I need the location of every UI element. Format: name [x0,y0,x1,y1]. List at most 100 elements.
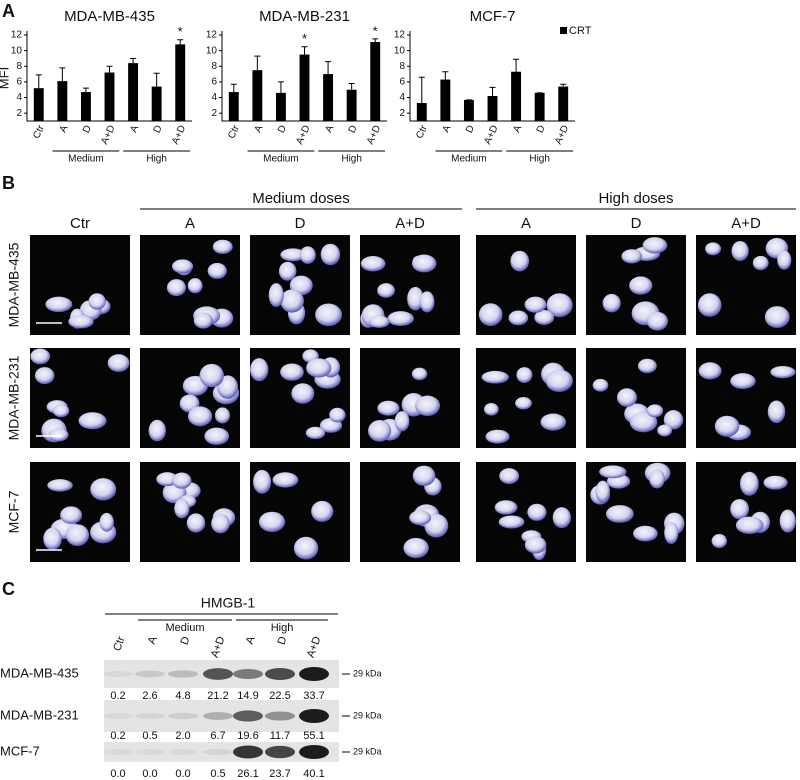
column-label: A [521,215,531,232]
x-tick-label: D [152,124,165,135]
nucleus [483,403,499,416]
blot-band [203,748,233,756]
nucleus [272,472,299,488]
group-header: Medium doses [252,190,350,207]
group-label: Medium [263,154,299,165]
error-bar [59,67,66,82]
bar [228,92,239,121]
nucleus [498,515,525,529]
nucleus [664,522,679,544]
blot-band [233,669,263,679]
significance-mark: * [302,31,307,46]
nucleus [524,536,547,554]
density-value: 0.5 [210,768,225,780]
nucleus [616,388,637,407]
density-value: 0.5 [142,730,157,742]
x-tick-label: Ctr [226,123,242,140]
micrograph [360,235,460,335]
nucleus [268,283,284,308]
micrograph [30,348,130,448]
y-tick-label: 2 [399,108,405,119]
x-tick-label: D [535,124,548,135]
nucleus [99,512,114,532]
nucleus [214,407,231,424]
nucleus [409,510,432,526]
density-value: 0.2 [110,730,125,742]
x-tick-label: A [323,123,336,134]
nucleus [698,362,722,380]
nucleus [412,465,436,486]
error-bar [153,72,160,87]
bar [57,81,68,121]
lane-label: A+D [209,635,228,660]
x-tick-label: D [276,124,289,135]
nucleus [88,293,106,310]
row-label: MDA-MB-231 [0,707,79,722]
x-tick-label: A+D [294,124,312,147]
nucleus [171,259,194,274]
error-bar [254,55,261,71]
density-value: 0.2 [110,690,125,702]
legend-label: CRT [569,25,592,37]
nucleus [68,314,94,329]
density-value: 26.1 [237,768,258,780]
bar [346,89,357,121]
blot-band [168,749,198,755]
nucleus [642,237,668,254]
blot-title: HMGB-1 [201,595,256,611]
nucleus [280,248,306,262]
nucleus [515,397,532,410]
nucleus [629,276,653,295]
nucleus [377,283,395,298]
bar [558,86,569,121]
error-bar [82,87,89,93]
nucleus [735,516,764,534]
density-value: 21.2 [207,690,228,702]
nucleus [253,469,272,494]
column-label: A [185,215,195,232]
nucleus [207,262,227,279]
x-tick-label: A [58,123,71,134]
nucleus [764,306,790,328]
lane-label: D [276,635,290,647]
density-value: 0.0 [142,768,157,780]
nucleus [527,503,547,521]
bar [104,72,115,121]
nucleus [394,411,410,432]
density-value: 0.0 [110,768,125,780]
lane-label: A [244,634,258,646]
panel-label: B [2,173,15,193]
micrograph [140,348,240,448]
nucleus [646,404,664,418]
nucleus [730,373,756,389]
bar [151,86,162,121]
nucleus [415,395,440,416]
nucleus [752,255,769,271]
nucleus [30,348,51,365]
micrograph [696,462,796,562]
blot-band [265,745,295,759]
micrograph [30,235,130,335]
nucleus [148,419,166,442]
nucleus [770,366,796,379]
nucleus [494,500,518,515]
micrograph [140,462,240,562]
nucleus [107,354,130,372]
nucleus [172,472,192,489]
bar [487,95,498,121]
blot-band [299,667,329,681]
nucleus [540,413,567,431]
significance-mark: * [178,24,183,39]
y-tick-label: 6 [399,77,405,88]
nucleus [763,475,788,490]
nucleus [411,254,437,273]
error-bar [348,82,355,90]
marker-label: 29 kDa [353,746,382,756]
bar [534,92,545,121]
bar [511,71,522,121]
nucleus [599,465,627,479]
y-tick-label: 8 [211,61,217,72]
nucleus [291,383,315,404]
lane-label: A [146,634,160,646]
